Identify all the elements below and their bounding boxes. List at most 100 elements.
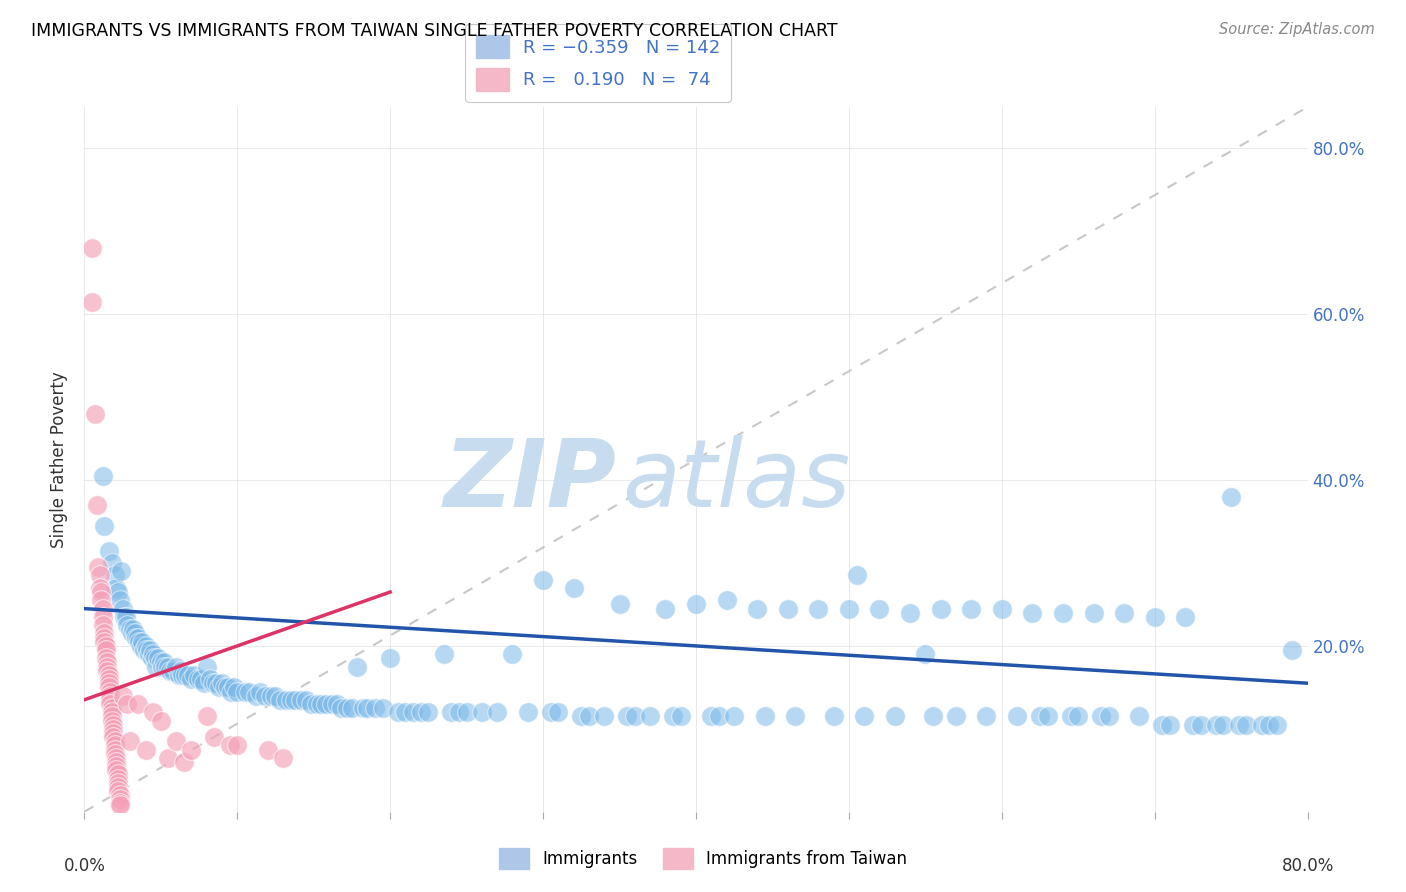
Point xyxy=(139,643,162,657)
Point xyxy=(127,631,149,645)
Point xyxy=(238,684,260,698)
Point xyxy=(1059,709,1081,723)
Point xyxy=(80,294,103,309)
Point xyxy=(94,651,117,665)
Point xyxy=(180,742,202,756)
Point xyxy=(115,618,138,632)
Point xyxy=(155,659,177,673)
Point xyxy=(84,407,107,421)
Point xyxy=(776,601,799,615)
Point xyxy=(125,631,148,645)
Point xyxy=(105,764,128,778)
Point xyxy=(101,709,124,723)
Point xyxy=(1281,643,1303,657)
Point xyxy=(1220,490,1243,504)
Point xyxy=(165,734,187,748)
Point xyxy=(149,714,172,728)
Point xyxy=(1052,606,1074,620)
Point xyxy=(150,659,173,673)
Point xyxy=(471,705,494,719)
Point xyxy=(177,668,200,682)
Point xyxy=(124,626,146,640)
Point xyxy=(138,647,160,661)
Point xyxy=(103,717,125,731)
Point xyxy=(1258,717,1281,731)
Point xyxy=(269,693,291,707)
Point xyxy=(167,668,190,682)
Point xyxy=(112,610,135,624)
Text: ZIP: ZIP xyxy=(443,434,616,526)
Point xyxy=(1212,717,1234,731)
Point xyxy=(114,610,136,624)
Point xyxy=(569,709,592,723)
Point xyxy=(1174,610,1197,624)
Point xyxy=(785,709,807,723)
Point xyxy=(1128,709,1150,723)
Point xyxy=(107,775,129,789)
Point xyxy=(90,593,112,607)
Point xyxy=(253,689,276,703)
Point xyxy=(245,689,267,703)
Point xyxy=(93,631,115,645)
Point xyxy=(387,705,409,719)
Point xyxy=(823,709,845,723)
Point xyxy=(145,659,167,673)
Point xyxy=(409,705,432,719)
Point xyxy=(578,709,600,723)
Point xyxy=(173,755,195,769)
Point xyxy=(157,659,180,673)
Point xyxy=(214,681,236,695)
Point xyxy=(540,705,562,719)
Point xyxy=(922,709,945,723)
Legend: Immigrants, Immigrants from Taiwan: Immigrants, Immigrants from Taiwan xyxy=(489,838,917,880)
Point xyxy=(311,697,333,711)
Point xyxy=(108,797,131,811)
Point xyxy=(716,593,738,607)
Point xyxy=(120,623,142,637)
Point xyxy=(127,697,149,711)
Point xyxy=(276,693,298,707)
Point xyxy=(562,581,585,595)
Point xyxy=(224,681,246,695)
Point xyxy=(94,639,117,653)
Point xyxy=(97,681,120,695)
Point xyxy=(97,543,120,558)
Point xyxy=(101,556,124,570)
Point xyxy=(190,672,212,686)
Point xyxy=(754,709,776,723)
Point xyxy=(315,697,337,711)
Point xyxy=(616,709,638,723)
Point xyxy=(80,241,103,255)
Point xyxy=(91,469,114,483)
Point xyxy=(129,639,152,653)
Point xyxy=(352,701,374,715)
Point xyxy=(869,601,891,615)
Point xyxy=(271,751,294,765)
Point xyxy=(97,672,120,686)
Point xyxy=(1227,717,1250,731)
Point xyxy=(131,634,153,648)
Point xyxy=(105,751,128,765)
Point xyxy=(330,701,353,715)
Point xyxy=(218,739,240,753)
Point xyxy=(321,697,343,711)
Point xyxy=(433,647,456,661)
Point xyxy=(364,701,387,715)
Point xyxy=(1090,709,1112,723)
Point xyxy=(380,651,402,665)
Point xyxy=(217,681,239,695)
Point xyxy=(128,634,150,648)
Point xyxy=(257,742,280,756)
Point xyxy=(122,623,145,637)
Point xyxy=(624,709,647,723)
Point xyxy=(402,705,425,719)
Point xyxy=(108,788,131,802)
Point xyxy=(174,668,197,682)
Point xyxy=(325,697,347,711)
Point xyxy=(1114,606,1136,620)
Point xyxy=(226,739,249,753)
Point xyxy=(195,709,218,723)
Point xyxy=(104,747,127,761)
Text: Source: ZipAtlas.com: Source: ZipAtlas.com xyxy=(1219,22,1375,37)
Point xyxy=(1181,717,1204,731)
